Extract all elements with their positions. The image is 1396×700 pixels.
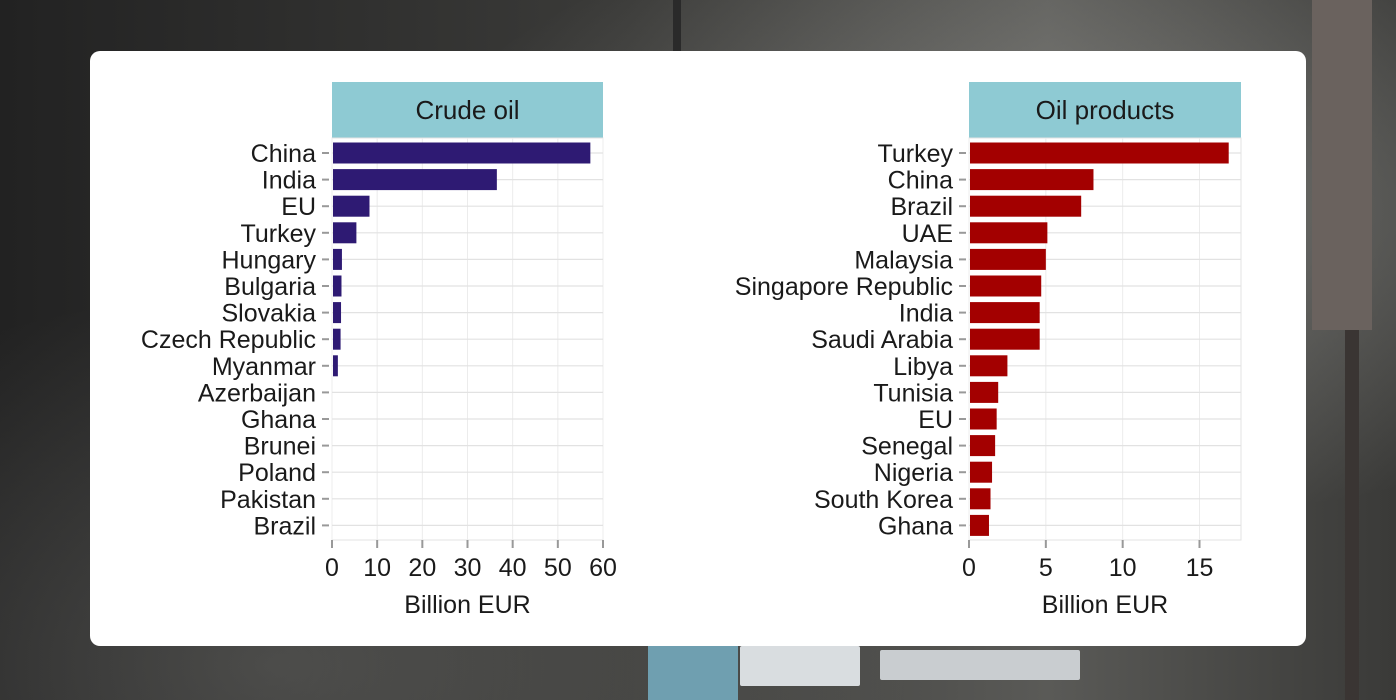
bar bbox=[970, 488, 991, 510]
category-label: Azerbaijan bbox=[198, 379, 316, 407]
bar bbox=[970, 381, 999, 403]
bar bbox=[333, 142, 591, 164]
x-tick-label: 60 bbox=[589, 554, 617, 582]
bar bbox=[333, 169, 497, 191]
tank bbox=[648, 646, 738, 700]
category-label: Turkey bbox=[878, 140, 954, 168]
category-label: Hungary bbox=[222, 246, 317, 274]
category-label: Senegal bbox=[861, 433, 953, 461]
facet-title: Crude oil bbox=[415, 95, 519, 125]
facet-header bbox=[332, 82, 603, 138]
category-label: Libya bbox=[893, 353, 953, 381]
bar bbox=[333, 275, 342, 297]
bar bbox=[970, 461, 993, 483]
category-label: China bbox=[251, 140, 316, 168]
x-tick-label: 20 bbox=[408, 554, 436, 582]
bar bbox=[970, 195, 1082, 217]
category-label: Brazil bbox=[890, 193, 953, 221]
x-tick-label: 50 bbox=[544, 554, 572, 582]
bar bbox=[970, 248, 1046, 270]
bar bbox=[970, 302, 1040, 324]
category-label: Ghana bbox=[878, 512, 953, 540]
bar bbox=[333, 355, 338, 377]
bar bbox=[970, 142, 1229, 164]
bar bbox=[970, 275, 1042, 297]
category-label: Turkey bbox=[241, 220, 317, 248]
bar bbox=[970, 169, 1094, 191]
bar bbox=[333, 195, 370, 217]
x-tick-label: 10 bbox=[1109, 554, 1137, 582]
bar bbox=[970, 514, 989, 536]
oil-pump-frame bbox=[1312, 0, 1372, 330]
building-roof bbox=[740, 646, 860, 686]
bar bbox=[970, 222, 1048, 244]
category-label: Brunei bbox=[244, 433, 316, 461]
pole bbox=[673, 0, 681, 51]
category-label: UAE bbox=[902, 220, 953, 248]
category-label: India bbox=[899, 300, 953, 328]
x-tick-label: 0 bbox=[325, 554, 339, 582]
bar bbox=[970, 328, 1040, 350]
category-label: India bbox=[262, 167, 316, 195]
crude-oil-chart: Crude oil ChinaIndiaEUTurkeyHungaryBulgar… bbox=[141, 82, 617, 619]
category-label: Bulgaria bbox=[224, 273, 316, 301]
category-label: Pakistan bbox=[220, 486, 316, 514]
category-label: EU bbox=[918, 406, 953, 434]
bar bbox=[970, 408, 997, 430]
chart-card: Crude oil China India EU Turkey Hungary Bulgar… bbox=[90, 51, 1306, 646]
bar bbox=[333, 222, 357, 244]
category-label: Brazil bbox=[253, 512, 316, 540]
x-tick-label: 5 bbox=[1039, 554, 1053, 582]
category-label: Tunisia bbox=[873, 379, 953, 407]
x-tick-label: 10 bbox=[363, 554, 391, 582]
category-label: Czech Republic bbox=[141, 326, 316, 354]
x-tick-label: 15 bbox=[1186, 554, 1214, 582]
bar bbox=[333, 248, 342, 270]
bar bbox=[333, 302, 342, 324]
x-tick-label: 40 bbox=[499, 554, 527, 582]
category-label: Poland bbox=[238, 459, 316, 487]
category-label: Saudi Arabia bbox=[811, 326, 953, 354]
x-axis-title: Billion EUR bbox=[404, 591, 530, 619]
x-tick-label: 0 bbox=[962, 554, 976, 582]
category-label: Slovakia bbox=[222, 300, 317, 328]
bar bbox=[970, 435, 996, 457]
category-label: Nigeria bbox=[874, 459, 953, 487]
category-label: Myanmar bbox=[212, 353, 316, 381]
category-label: EU bbox=[281, 193, 316, 221]
facet-title: Oil products bbox=[1036, 95, 1175, 125]
facet-header bbox=[969, 82, 1241, 138]
oil-products-chart: Oil products TurkeyChinaBrazilUAEMalaysia… bbox=[735, 82, 1242, 619]
x-tick-label: 30 bbox=[454, 554, 482, 582]
category-label: Singapore Republic bbox=[735, 273, 953, 301]
category-label: South Korea bbox=[814, 486, 953, 514]
x-axis-title: Billion EUR bbox=[1042, 591, 1168, 619]
oil-pump-rod bbox=[1345, 330, 1359, 700]
category-label: Ghana bbox=[241, 406, 316, 434]
category-label: China bbox=[888, 167, 953, 195]
building-roof-2 bbox=[880, 650, 1080, 680]
bar bbox=[970, 355, 1008, 377]
bar bbox=[333, 328, 341, 350]
category-label: Malaysia bbox=[854, 246, 953, 274]
